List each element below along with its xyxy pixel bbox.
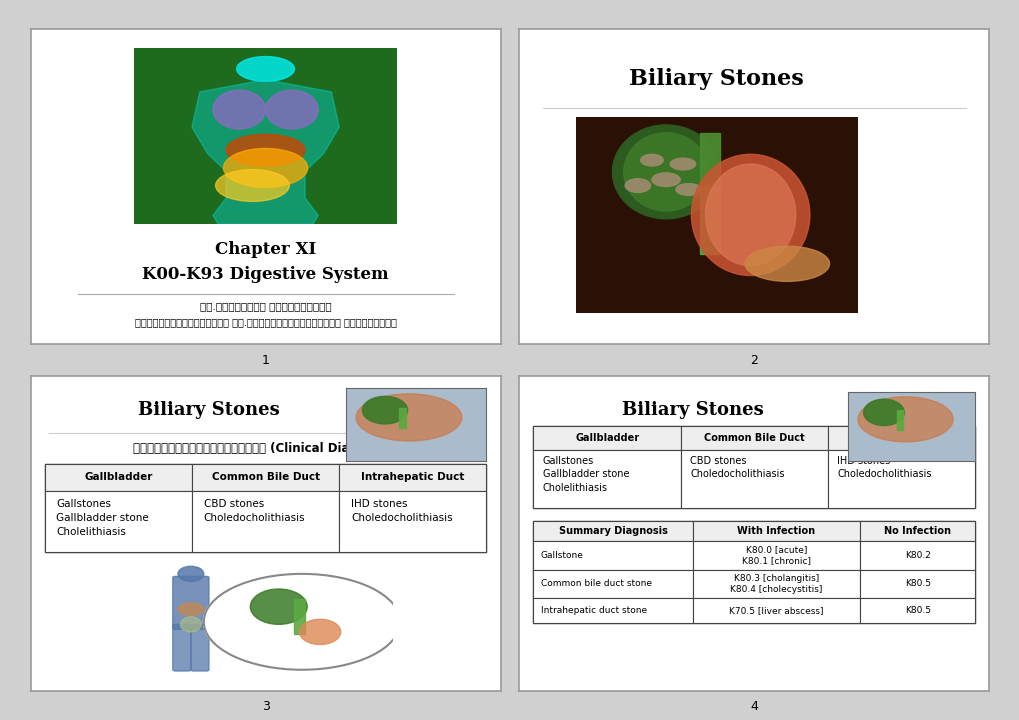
FancyBboxPatch shape <box>533 521 692 541</box>
FancyBboxPatch shape <box>533 450 680 508</box>
FancyBboxPatch shape <box>533 426 680 450</box>
Text: K00-K93 Digestive System: K00-K93 Digestive System <box>142 266 388 284</box>
Text: IHD stones
Choledocholithiasis: IHD stones Choledocholithiasis <box>351 499 452 523</box>
FancyBboxPatch shape <box>860 521 974 541</box>
Text: No Infection: No Infection <box>883 526 951 536</box>
FancyBboxPatch shape <box>192 491 339 552</box>
Text: Gallstones
Gallbladder stone
Cholelithiasis: Gallstones Gallbladder stone Cholelithia… <box>56 499 149 537</box>
FancyBboxPatch shape <box>533 521 974 623</box>
FancyBboxPatch shape <box>533 426 974 508</box>
Text: Intrahepatic Duct: Intrahepatic Duct <box>361 472 464 482</box>
FancyBboxPatch shape <box>860 598 974 623</box>
FancyBboxPatch shape <box>533 570 692 598</box>
Text: คำวินิจฉัยทางคลินิก (Clinical Diagnosis): คำวินิจฉัยทางคลินิก (Clinical Diagnosis) <box>133 442 397 455</box>
FancyBboxPatch shape <box>827 426 974 450</box>
Text: K80.5: K80.5 <box>904 606 930 615</box>
Text: Biliary Stones: Biliary Stones <box>139 402 280 420</box>
Text: CBD stones
Choledocholithiasis: CBD stones Choledocholithiasis <box>204 499 305 523</box>
Text: Chapter XI: Chapter XI <box>215 241 316 258</box>
FancyBboxPatch shape <box>45 464 192 491</box>
Text: Biliary Stones: Biliary Stones <box>622 402 763 420</box>
Text: 3: 3 <box>262 701 269 714</box>
FancyBboxPatch shape <box>827 450 974 508</box>
FancyBboxPatch shape <box>45 491 192 552</box>
Text: Common Bile Duct: Common Bile Duct <box>211 472 319 482</box>
Text: Gallstone: Gallstone <box>540 551 583 560</box>
Text: นพ.บริรักษ์ เจริญศิลป์: นพ.บริรักษ์ เจริญศิลป์ <box>200 302 331 311</box>
Text: Common bile duct stone: Common bile duct stone <box>540 580 651 588</box>
FancyBboxPatch shape <box>533 541 692 570</box>
FancyBboxPatch shape <box>339 464 486 491</box>
Text: Gallbladder: Gallbladder <box>575 433 639 443</box>
Text: Intrahepatic Duct: Intrahepatic Duct <box>853 433 949 443</box>
Text: Gallbladder: Gallbladder <box>84 472 153 482</box>
Text: IHD stones
Choledocholithiasis: IHD stones Choledocholithiasis <box>837 456 931 480</box>
FancyBboxPatch shape <box>692 521 860 541</box>
Text: K80.0 [acute]
K80.1 [chronic]: K80.0 [acute] K80.1 [chronic] <box>741 546 810 566</box>
FancyBboxPatch shape <box>339 491 486 552</box>
FancyBboxPatch shape <box>860 570 974 598</box>
Text: Biliary Stones: Biliary Stones <box>629 68 803 90</box>
Text: Gallstones
Gallbladder stone
Cholelithiasis: Gallstones Gallbladder stone Cholelithia… <box>542 456 629 492</box>
Text: K70.5 [liver abscess]: K70.5 [liver abscess] <box>729 606 823 615</box>
Text: CBD stones
Choledocholithiasis: CBD stones Choledocholithiasis <box>690 456 784 480</box>
FancyBboxPatch shape <box>45 464 486 552</box>
Text: With Infection: With Infection <box>737 526 815 536</box>
Text: Summary Diagnosis: Summary Diagnosis <box>558 526 666 536</box>
FancyBboxPatch shape <box>533 598 692 623</box>
FancyBboxPatch shape <box>680 450 827 508</box>
Text: 4: 4 <box>750 701 757 714</box>
FancyBboxPatch shape <box>860 541 974 570</box>
FancyBboxPatch shape <box>192 464 339 491</box>
Text: กลุ่มงานคลังกรรม รพ.สวรรค์ประชารักษ์ นครสวรรค์: กลุ่มงานคลังกรรม รพ.สวรรค์ประชารักษ์ นคร… <box>135 317 396 327</box>
FancyBboxPatch shape <box>692 570 860 598</box>
FancyBboxPatch shape <box>692 541 860 570</box>
Text: 2: 2 <box>750 354 757 366</box>
Text: Common Bile Duct: Common Bile Duct <box>703 433 804 443</box>
Text: 1: 1 <box>262 354 269 366</box>
Text: K80.5: K80.5 <box>904 580 930 588</box>
FancyBboxPatch shape <box>692 598 860 623</box>
Text: K80.2: K80.2 <box>904 551 930 560</box>
Text: K80.3 [cholangitis]
K80.4 [cholecystitis]: K80.3 [cholangitis] K80.4 [cholecystitis… <box>730 574 822 594</box>
Text: Intrahepatic duct stone: Intrahepatic duct stone <box>540 606 646 615</box>
FancyBboxPatch shape <box>680 426 827 450</box>
